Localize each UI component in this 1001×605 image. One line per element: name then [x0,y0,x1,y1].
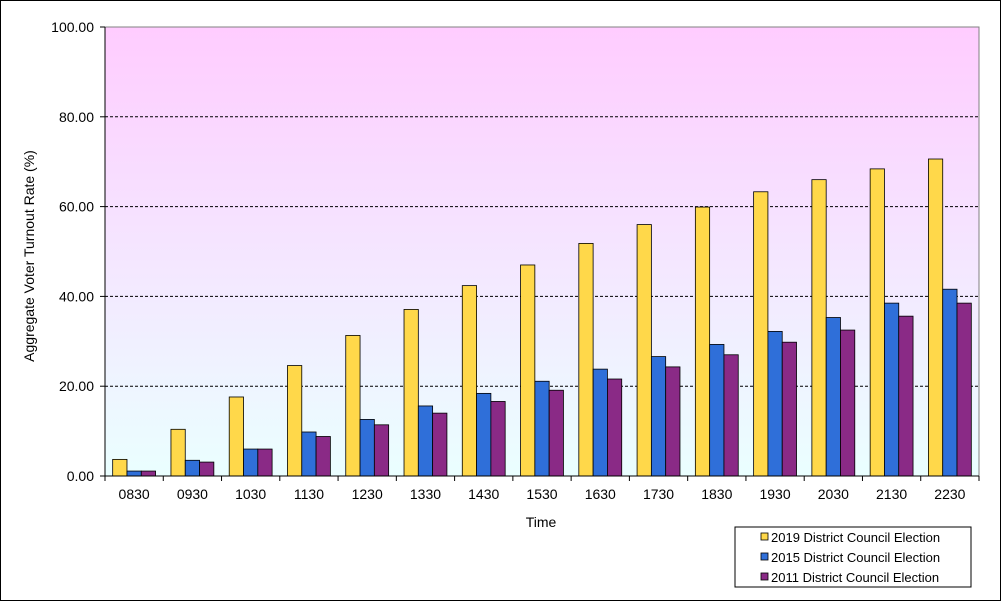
legend-label: 2011 District Council Election [771,570,939,585]
bar-2-1630 [592,368,608,477]
x-tick-label: 2230 [934,486,965,502]
legend: 2019 District Council Election 2015 Distr… [734,526,972,588]
bar-2-1030 [243,448,259,477]
bar-1-1530 [520,264,536,477]
y-tick-label: 60.00 [59,199,94,215]
bar-1-1130 [287,365,303,477]
bar-2-1130 [301,431,317,477]
legend-swatch [760,552,769,561]
bar-3-0830 [140,470,156,477]
bar-3-1130 [315,436,331,477]
bar-1-1430 [461,285,477,477]
bar-3-0930 [199,461,215,477]
bar-3-1730 [665,366,681,477]
bar-1-1730 [636,224,652,477]
y-tick-label: 40.00 [59,288,94,304]
x-tick-label: 1630 [585,486,616,502]
x-tick-label: 1430 [468,486,499,502]
bar-2-1530 [534,380,550,477]
x-axis-title: Time [526,514,557,530]
x-tick-label: 1730 [643,486,674,502]
bar-2-1930 [767,331,783,477]
bar-3-1030 [257,448,273,477]
legend-swatch [760,572,769,581]
bar-2-1330 [417,405,434,477]
bar-3-1630 [607,378,623,477]
bar-1-1630 [578,243,594,477]
bar-1-1830 [694,206,711,477]
x-tick-label: 1530 [526,486,557,502]
bar-2-2130 [884,302,900,477]
bar-1-1330 [403,309,419,477]
x-tick-label: 0930 [177,486,208,502]
bar-2-0930 [184,459,200,477]
y-tick-label: 20.00 [59,378,94,394]
bar-1-1230 [345,335,361,477]
y-tick-label: 0.00 [67,468,94,484]
legend-label: 2015 District Council Election [771,550,940,565]
bar-1-2130 [869,168,885,477]
bar-2-0830 [126,470,142,477]
y-tick-label: 100.00 [51,19,94,35]
bar-3-1430 [490,401,506,477]
bar-3-1330 [432,412,448,477]
bar-1-0930 [170,428,186,477]
y-tick-label: 80.00 [59,109,94,125]
bar-2-1230 [359,419,375,477]
bar-2-2230 [942,288,958,477]
legend-box [734,526,972,588]
x-tick-label: 2130 [876,486,907,502]
bar-1-0830 [112,458,128,477]
x-tick-label: 0830 [119,486,150,502]
bar-1-2030 [811,179,827,477]
bar-2-1830 [709,344,725,477]
bar-3-2130 [898,315,914,477]
y-axis-title: Aggregate Voter Turnout Rate (%) [21,150,37,362]
bar-3-2030 [840,329,856,477]
legend-label: 2019 District Council Election [771,530,940,545]
x-tick-label: 1230 [352,486,383,502]
bar-1-1030 [228,396,244,477]
legend-swatch [760,532,769,541]
bar-2-2030 [825,317,841,477]
bar-3-1530 [548,389,564,477]
x-tick-label: 1030 [235,486,266,502]
bar-3-1830 [723,354,739,477]
x-tick-label: 1330 [410,486,441,502]
x-tick-label: 1830 [701,486,732,502]
bar-2-1730 [650,356,667,477]
bar-1-1930 [753,191,769,477]
bar-1-2230 [928,158,944,477]
x-tick-label: 1130 [294,486,324,502]
bar-3-2230 [956,302,972,477]
x-tick-label: 1930 [759,486,790,502]
bar-3-1230 [373,424,390,477]
x-tick-label: 2030 [818,486,849,502]
bar-2-1430 [476,392,492,477]
bar-3-1930 [781,341,797,477]
